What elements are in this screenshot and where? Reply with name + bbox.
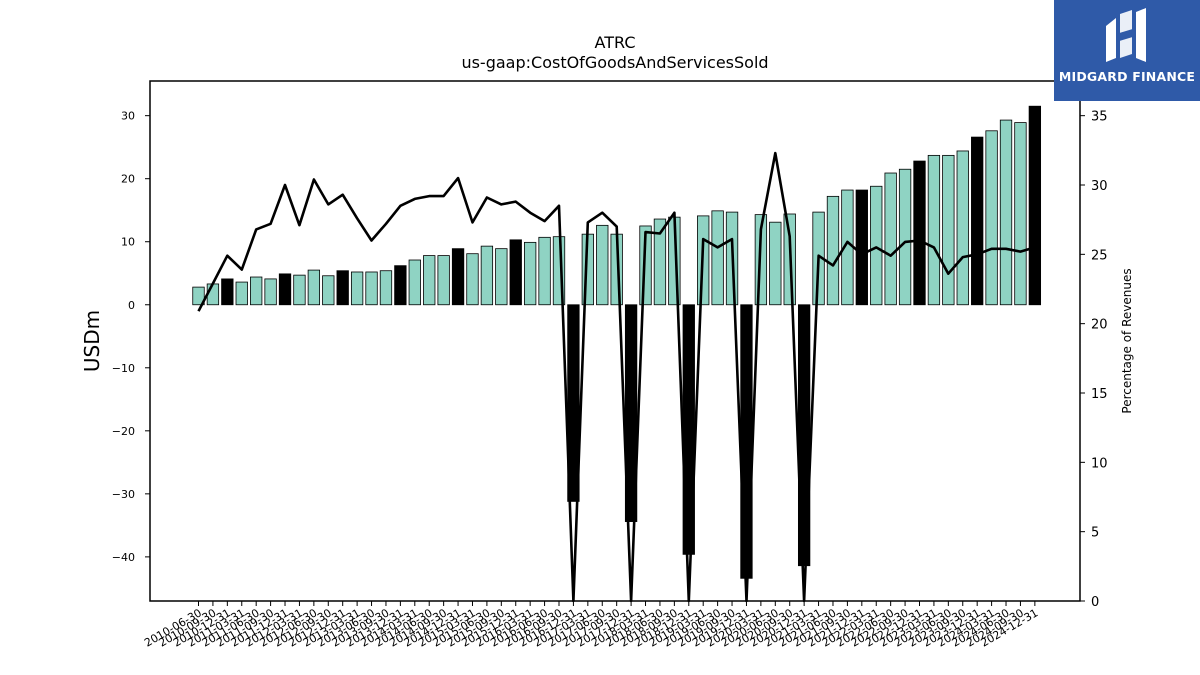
bar-2022-03-31 [870, 185, 883, 306]
bar-2022-06-30 [884, 172, 897, 306]
y-tick-label: 0 [128, 299, 135, 312]
y-tick-label: 30 [121, 110, 135, 123]
bar-2012-06-30 [307, 269, 321, 306]
y2-tick-label: 35 [1091, 110, 1108, 125]
bar-2024-09-30 [1014, 122, 1027, 306]
bar-2023-09-30 [956, 150, 969, 306]
bar-2016-12-31 [567, 304, 580, 502]
bars-layer [192, 105, 1042, 579]
percentage-of-revenues-line [197, 151, 1036, 603]
chart-subtitle: us-gaap:CostOfGoodsAndServicesSold [461, 53, 768, 72]
y-tick-label: 10 [121, 236, 135, 249]
chart-title: ATRC [595, 33, 636, 52]
bar-2024-03-31 [985, 130, 998, 306]
bar-2017-12-31 [624, 304, 638, 522]
bar-2011-12-31 [278, 273, 292, 306]
bar-2015-03-31 [466, 253, 479, 306]
bar-2015-12-31 [509, 239, 522, 306]
bar-2016-06-30 [538, 236, 551, 306]
bar-2023-06-30 [942, 154, 955, 306]
bar-2013-06-30 [365, 271, 378, 306]
logo-text: MIDGARD FINANCE [1058, 69, 1196, 84]
bar-2011-03-31 [235, 281, 248, 306]
bar-2013-12-31 [394, 265, 407, 306]
y2-tick-label: 10 [1091, 456, 1108, 471]
y-axis-label: USDm [80, 310, 104, 372]
bar-2024-06-30 [999, 119, 1013, 306]
bar-2011-06-30 [250, 276, 263, 306]
midgard-finance-logo: MIDGARD FINANCE [1054, 0, 1200, 101]
bar-2015-09-30 [495, 248, 508, 306]
x-axis: 2010-06-302010-09-302010-12-312011-03-31… [142, 601, 1040, 650]
logo-mark-icon [1106, 8, 1146, 62]
y2-axis-label: Percentage of Revenues [1120, 268, 1134, 413]
y-tick-label: −10 [112, 362, 135, 375]
bar-2020-06-30 [769, 221, 782, 306]
bar-2018-06-30 [653, 218, 667, 306]
y2-tick-label: 30 [1091, 179, 1108, 194]
bar-2016-03-31 [524, 241, 537, 306]
y-axis: −40 −30 −20 −10 0 10 20 30 [112, 110, 150, 564]
y-tick-label: −30 [112, 488, 135, 501]
bar-2015-06-30 [480, 245, 494, 306]
bar-2021-06-30 [826, 195, 840, 306]
bar-2013-03-31 [350, 271, 364, 306]
bar-2017-06-30 [596, 224, 609, 306]
y2-tick-label: 5 [1091, 526, 1099, 541]
bar-2022-09-30 [898, 168, 912, 306]
bar-2010-09-30 [206, 283, 220, 306]
y2-tick-label: 0 [1091, 595, 1099, 610]
bar-2012-12-31 [336, 270, 349, 306]
bar-2013-09-30 [379, 270, 393, 306]
plot-frame [149, 80, 1081, 602]
y2-tick-label: 15 [1091, 387, 1108, 402]
bar-2022-12-31 [913, 160, 926, 306]
bar-2010-12-31 [221, 278, 234, 306]
bar-2021-12-31 [855, 189, 868, 306]
line-layer [197, 151, 1036, 603]
bar-2014-09-30 [437, 255, 450, 306]
bar-2018-03-31 [639, 225, 652, 306]
bar-2012-03-31 [293, 274, 306, 306]
bar-2024-12-31 [1028, 105, 1042, 306]
bar-2023-12-31 [971, 136, 984, 306]
bar-2014-03-31 [408, 259, 421, 306]
bar-2019-06-30 [711, 210, 724, 306]
y2-axis: 0 5 10 15 20 25 30 35 [1080, 110, 1108, 610]
bar-2014-06-30 [423, 255, 436, 306]
y-tick-label: −40 [112, 551, 135, 564]
y2-tick-label: 20 [1091, 318, 1108, 333]
bar-2019-12-31 [740, 304, 753, 579]
bar-2011-09-30 [264, 278, 277, 306]
bar-2010-06-30 [192, 286, 205, 306]
y-tick-label: 20 [121, 173, 135, 186]
bar-2023-03-31 [927, 154, 941, 306]
bar-2012-09-30 [322, 275, 335, 306]
y-tick-label: −20 [112, 425, 135, 438]
y2-tick-label: 25 [1091, 248, 1108, 263]
bar-2014-12-31 [451, 248, 465, 306]
